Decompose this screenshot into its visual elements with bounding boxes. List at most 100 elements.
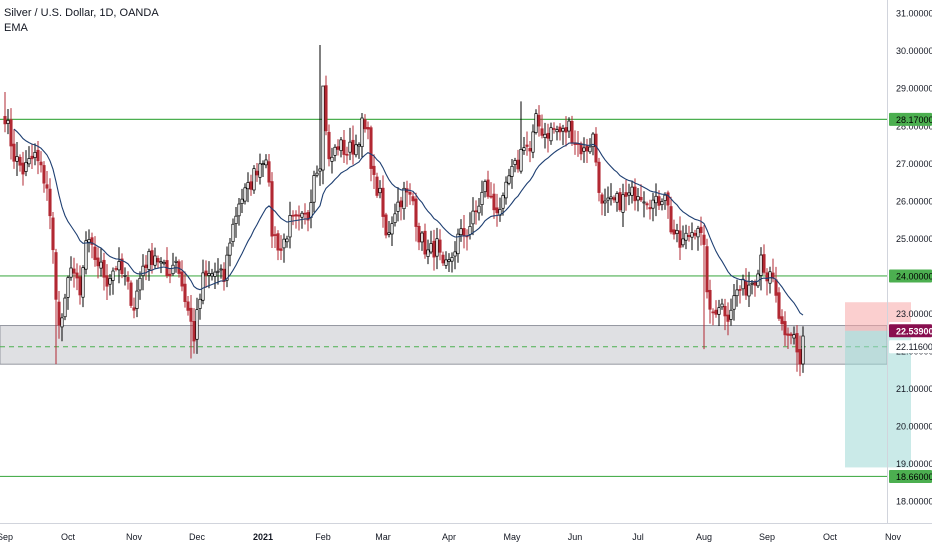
candle-body [78,276,82,296]
candle-body [36,149,40,162]
candle-body [789,333,793,336]
candle-body [48,188,52,217]
x-tick-label: Nov [885,532,902,542]
candle-body [738,289,742,291]
candle-body [570,121,574,143]
candle-body [657,196,661,206]
candle-body [63,297,67,318]
candle-body [432,240,436,258]
candle-body [351,139,355,155]
candle-body [312,175,316,203]
candle-body [375,176,379,196]
candle-body [495,207,499,214]
candle-body [528,148,532,152]
candle-body [252,168,256,191]
candle-body [684,232,688,241]
candle-body [477,205,481,214]
candle-body [288,215,292,238]
candle-body [675,230,679,234]
candle-body [402,187,406,210]
candle-body [618,192,622,211]
x-tick-label: Dec [189,532,206,542]
candle-body [654,195,658,204]
candle-body [330,156,334,162]
candle-body [420,232,424,243]
candle-body [360,117,364,148]
candle-body [84,240,88,270]
level-price-tag-bg [889,469,932,483]
candle-body [243,187,247,202]
candle-body [444,259,448,266]
candle-body [516,159,520,170]
candle-body [549,127,553,142]
candle-body [390,223,394,235]
candle-body [303,212,307,215]
candle-body [507,175,511,184]
candle-body [261,163,265,165]
candle-body [168,273,172,277]
dashed-level-tag: 22.11600 [896,342,932,352]
candle-body [90,237,94,245]
candle-body [93,246,97,260]
candle-body [195,309,199,340]
candle-body [315,172,319,176]
candle-body [519,148,523,172]
candle-body [6,120,10,124]
candle-body [429,243,433,253]
y-tick-label: 23.00000 [896,309,932,319]
candle-body [357,144,361,147]
candle-body [555,129,559,133]
candle-body [462,228,466,236]
candle-body [801,335,805,365]
candle-body [45,184,49,189]
y-tick-label: 19.00000 [896,459,932,469]
y-tick-label: 31.00000 [896,9,932,19]
candle-body [174,260,178,263]
x-tick-label: Mar [375,532,391,542]
candle-body [792,334,796,339]
candle-body [279,248,283,251]
candle-body [99,261,103,269]
candle-body [123,275,127,277]
candle-body [534,113,538,133]
legend-indicator[interactable]: EMA [4,22,28,34]
candle-body [111,270,115,281]
candle-body [369,127,373,169]
candle-body [21,162,25,175]
candle-body [147,251,151,270]
candle-body [267,161,271,183]
candle-body [396,201,400,212]
candle-body [96,257,100,267]
y-tick-label: 30.00000 [896,46,932,56]
candle-body [414,198,418,227]
candle-body [732,295,736,310]
candle-body [687,235,691,237]
candle-body [282,238,286,249]
candle-body [483,181,487,193]
time-axis[interactable]: Sep Oct Nov Dec 2021 Feb Mar Apr May Jun Jul Aug Sep… [0,532,901,542]
candle-body [264,159,268,166]
candle-body [240,198,244,204]
candle-body [126,277,130,282]
candle-body [456,233,460,255]
y-tick-label: 26.00000 [896,196,932,206]
candle-body [627,192,631,196]
candle-body [3,116,7,125]
candle-body [114,268,118,270]
candle-body [510,165,514,177]
legend-title[interactable]: Silver / U.S. Dollar, 1D, OANDA [4,7,159,19]
candle-body [741,278,745,290]
candle-body [426,249,430,257]
candle-body [198,298,202,309]
x-tick-label: Apr [442,532,456,542]
candle-body [471,210,475,225]
chart-legend: Silver / U.S. Dollar, 1D, OANDA EMA [4,6,159,36]
candle-body [297,214,301,217]
dashed-level-tag-bg [889,340,932,354]
candle-body [159,261,163,264]
candle-body [699,226,703,233]
candle-body [372,165,376,175]
candle-body [690,232,694,238]
